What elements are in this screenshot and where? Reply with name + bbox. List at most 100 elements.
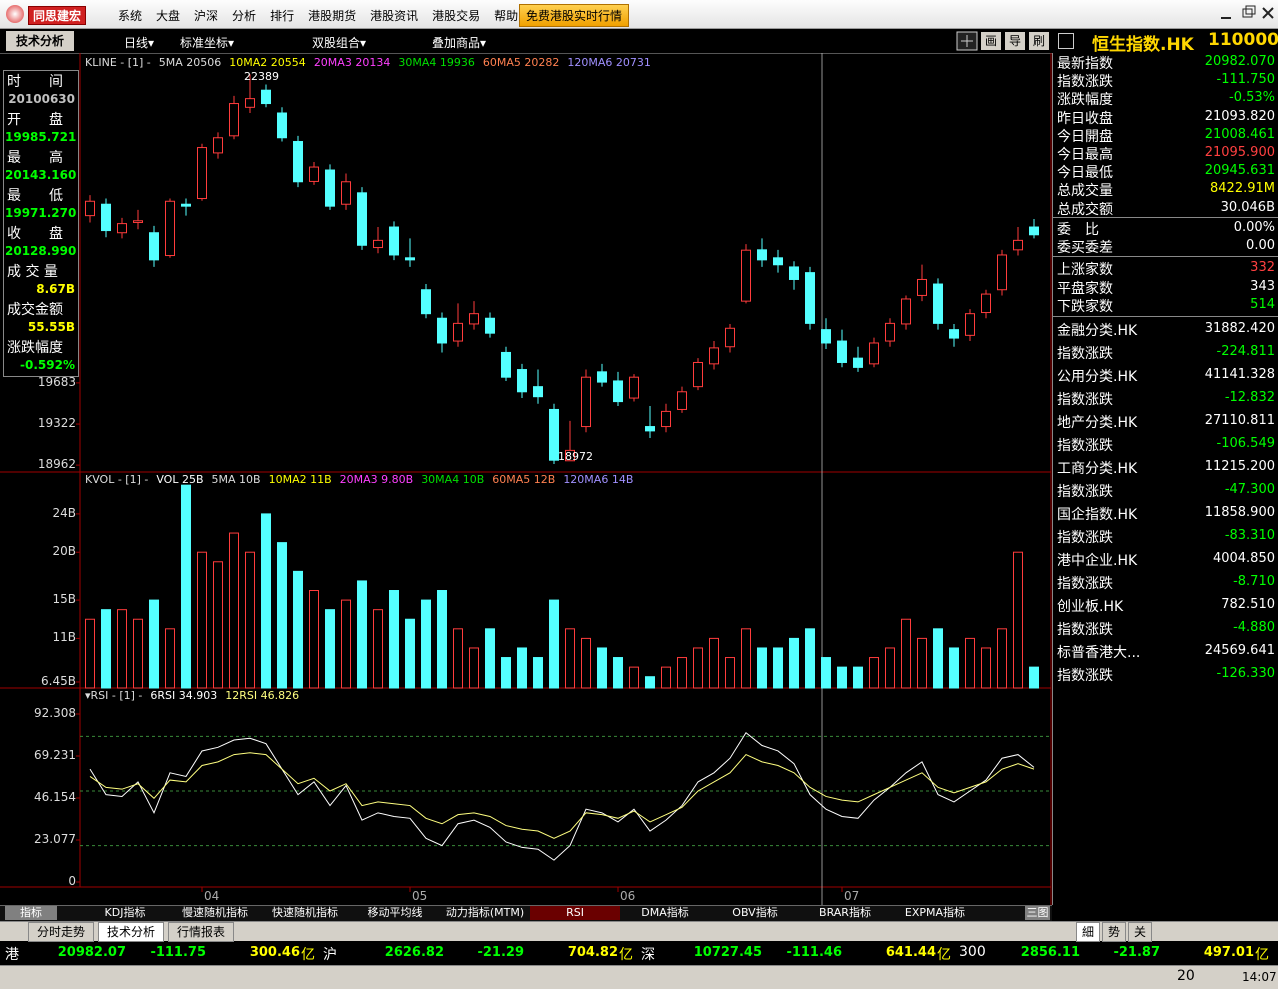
quote-label: 指数涨跌 — [1057, 668, 1113, 684]
info-value: 19985.721 — [5, 130, 77, 144]
view-tab[interactable]: 行情报表 — [168, 922, 234, 942]
volume-bar — [197, 551, 207, 689]
quote-label: 港中企业.HK — [1057, 553, 1138, 569]
quote-label: 委买委差 — [1057, 240, 1113, 256]
market-unit: 亿 — [937, 947, 951, 963]
volume-bar — [277, 542, 287, 689]
view-tab[interactable]: 分时走势 — [28, 922, 94, 942]
kline-header: KLINE - [1] - 5MA 20506 10MA2 20554 20MA3 2… — [85, 56, 651, 69]
toolbar-tab[interactable]: 技术分析 — [6, 31, 74, 51]
menu-item[interactable]: 港股资讯 — [370, 9, 419, 23]
volume-bar — [165, 628, 175, 689]
candle-body — [405, 257, 415, 261]
quote-value: 20982.070 — [1204, 54, 1275, 69]
volume-bar — [693, 647, 703, 689]
candle-body — [85, 200, 95, 217]
menu-item[interactable]: 港股期货 — [308, 9, 357, 23]
candle-body — [1013, 239, 1023, 251]
logo-icon — [6, 5, 24, 23]
quote-value: 343 — [1250, 278, 1275, 294]
indicator-tab[interactable]: 动力指标(MTM) — [445, 906, 525, 919]
candle-body — [933, 283, 943, 324]
indicator-value: 120MA6 20731 — [567, 56, 651, 69]
quote-label: 下跌家数 — [1057, 299, 1113, 315]
menu-item[interactable]: 分析 — [232, 9, 257, 23]
quote-value: 27110.811 — [1204, 413, 1275, 428]
volume-bar — [341, 599, 351, 689]
market-price: 20982.07 — [57, 945, 126, 960]
info-label: 成交金额 — [7, 302, 63, 318]
bottom-bar — [0, 965, 1278, 989]
indicator-tab[interactable]: BRAR指标 — [819, 906, 871, 919]
view-tab-right[interactable]: 势 — [1102, 922, 1126, 942]
indicator-tab[interactable]: DMA指标 — [641, 906, 689, 919]
indicator-tab[interactable]: 快速随机指标 — [272, 906, 338, 919]
y-tick-label: 46.154 — [34, 789, 76, 804]
market-name: 港 — [5, 947, 19, 963]
indicator-value: 10MA2 11B — [268, 473, 332, 486]
candle-body — [293, 141, 303, 183]
menu-item[interactable]: 港股交易 — [432, 9, 481, 23]
volume-bar — [533, 657, 543, 689]
quote-value: -47.300 — [1224, 482, 1275, 497]
market-unit: 亿 — [301, 947, 315, 963]
market-price: 2856.11 — [1020, 945, 1080, 960]
view-tab-right[interactable]: 关 — [1128, 922, 1152, 942]
quote-label: 总成交量 — [1057, 183, 1113, 200]
volume-bar — [101, 609, 111, 689]
indicator-tab[interactable]: EXPMA指标 — [904, 906, 966, 919]
candle-body — [677, 391, 687, 410]
menu-item[interactable]: 帮助 — [494, 9, 519, 23]
candle-body — [581, 376, 591, 428]
menu-item[interactable]: 排行 — [270, 9, 295, 23]
indicator-value: 20MA3 20134 — [313, 56, 391, 69]
menu-item[interactable]: 沪深 — [194, 9, 219, 23]
dropdown[interactable]: 叠加商品▾ — [432, 36, 487, 50]
rsi-line — [89, 752, 1035, 839]
info-label: 时 间 — [7, 74, 63, 90]
quote-label: 指数涨跌 — [1057, 484, 1113, 500]
low-label: 18972 — [558, 449, 593, 463]
volume-bar — [181, 484, 191, 689]
menu-item[interactable]: 系统 — [118, 9, 143, 23]
toolbar-button[interactable]: 画 — [981, 32, 1001, 50]
quote-value: -4.880 — [1233, 620, 1275, 635]
candle-body — [613, 380, 623, 403]
volume-bar — [965, 637, 975, 689]
indicator-extra[interactable]: 三图 — [1025, 906, 1050, 920]
quote-value: 21095.900 — [1204, 145, 1275, 160]
info-label: 开 盘 — [7, 112, 63, 128]
quote-value: 21093.820 — [1204, 108, 1275, 124]
right-panel-icon — [1058, 33, 1074, 49]
menu-item[interactable]: 大盘 — [156, 9, 181, 23]
dropdown[interactable]: 双股组合▾ — [312, 36, 367, 50]
volume-bar — [133, 618, 143, 689]
dropdown[interactable]: 标准坐标▾ — [180, 36, 235, 50]
volume-bar — [389, 590, 399, 689]
view-tab[interactable]: 技术分析 — [98, 922, 164, 942]
y-tick-label: 20B — [52, 544, 76, 559]
panel-title: KVOL - [1] - — [85, 473, 149, 486]
toolbar-button[interactable]: 刷 — [1029, 32, 1049, 50]
indicator-tab[interactable]: RSI — [530, 906, 620, 920]
indicator-tab[interactable]: OBV指标 — [732, 906, 778, 919]
toolbar-button[interactable]: 导 — [1005, 32, 1025, 50]
quote-label: 金融分类.HK — [1057, 323, 1138, 339]
y-tick-label: 15B — [52, 592, 76, 607]
indicator-label[interactable]: 指标 — [5, 906, 57, 920]
dropdown[interactable]: 日线▾ — [124, 36, 155, 50]
quote-label: 总成交额 — [1057, 201, 1113, 218]
divider — [1053, 256, 1278, 257]
quote-label: 指数涨跌 — [1057, 74, 1113, 91]
view-tab-right[interactable]: 細 — [1076, 922, 1100, 942]
volume-bar — [981, 647, 991, 689]
volume-bar — [485, 628, 495, 689]
indicator-tab[interactable]: 慢速随机指标 — [182, 906, 248, 919]
indicator-tab[interactable]: KDJ指标 — [104, 906, 146, 919]
volume-bar — [725, 657, 735, 689]
menu-items: 系统 大盘 沪深 分析 排行 港股期货 港股资讯 港股交易 帮助 — [118, 7, 518, 24]
promo-button[interactable]: 免费港股实时行情 — [519, 4, 630, 27]
indicator-tab[interactable]: 移动平均线 — [367, 906, 423, 919]
divider — [1053, 217, 1278, 218]
